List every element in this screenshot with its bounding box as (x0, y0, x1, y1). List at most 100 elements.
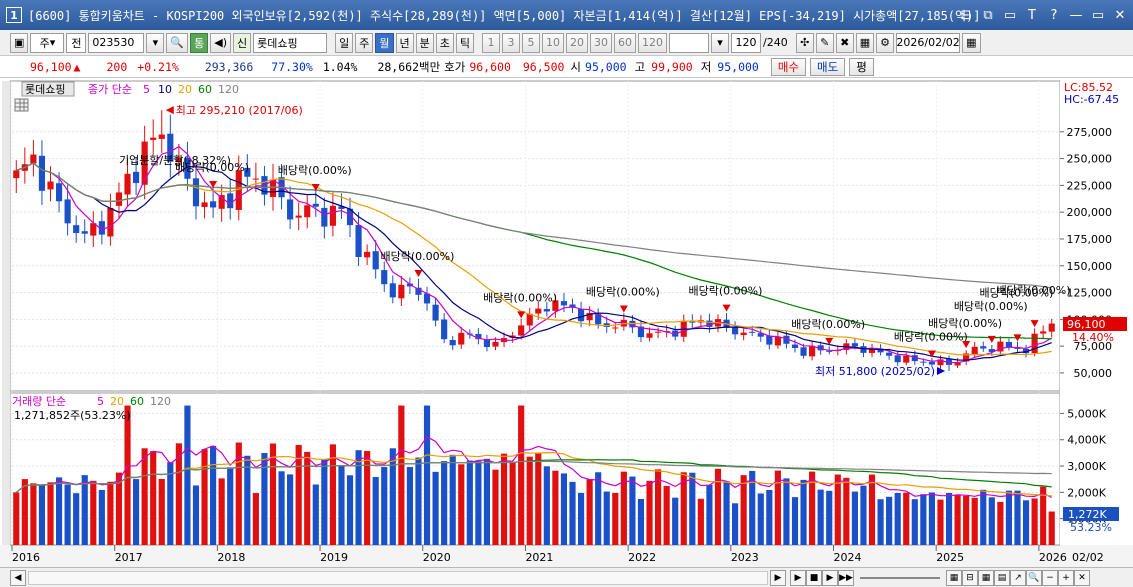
custom-interval-input[interactable] (669, 32, 709, 53)
bottom-scrollbar[interactable]: ◀ ▶ ▶ ■ ▶ ▶▶ ▦ ⊟ ▦ ▤ ↗ 🔍 − + ✕ (0, 567, 1133, 587)
quote-row: 96,100 ▲ 200 +0.21% 293,366 77.30% 1.04%… (0, 56, 1133, 78)
volume-bar (475, 461, 482, 545)
window-icon[interactable]: ▭ (1003, 7, 1017, 23)
ma10-legend[interactable]: 10 (158, 83, 172, 96)
restore-icon[interactable]: ⧉ (983, 7, 993, 23)
tab-week[interactable]: 주 (355, 32, 374, 53)
zoom-slider[interactable] (860, 576, 940, 579)
close-icon[interactable]: ✕ (1114, 7, 1126, 23)
minus-icon[interactable]: − (1042, 569, 1058, 586)
volume-bar (432, 471, 439, 545)
ma5-legend[interactable]: 5 (143, 83, 150, 96)
candle-body (372, 251, 379, 270)
year-label: 2023 (731, 551, 759, 564)
eval-button[interactable]: 평 (849, 57, 874, 76)
period-select[interactable]: 주 ▾ (30, 32, 65, 53)
chart-type-icon[interactable]: ▤ (994, 569, 1010, 586)
arrow-tool-icon[interactable]: ↗ (1010, 569, 1026, 586)
date-picker-icon[interactable]: ▦ (962, 32, 981, 53)
volume-bar (543, 466, 550, 545)
plus-icon[interactable]: + (1058, 569, 1074, 586)
interval-30[interactable]: 30 (590, 32, 612, 53)
window-number[interactable]: 1 (6, 7, 22, 23)
tab-year[interactable]: 년 (395, 32, 414, 53)
volume-bar (560, 473, 568, 545)
dividend-annotation: 배당락(0.00%) (997, 284, 1071, 297)
volume-bar (90, 480, 97, 545)
interval-5[interactable]: 5 (522, 32, 540, 53)
volume-bar (809, 471, 816, 545)
stock-tag-box[interactable] (21, 81, 75, 97)
calendar-icon[interactable]: ▦ (855, 32, 875, 53)
interval-1[interactable]: 1 (482, 32, 500, 53)
help-icon[interactable]: ? (1050, 7, 1058, 23)
tab-minute[interactable]: 분 (415, 32, 434, 53)
font-icon[interactable]: T (1028, 7, 1036, 23)
volume-bar (38, 485, 46, 545)
vma60-legend[interactable]: 60 (130, 395, 144, 408)
tong-button[interactable]: 통 (190, 32, 209, 53)
maximize-icon[interactable]: ▭ (1091, 7, 1105, 23)
crosshair-icon[interactable]: ✣ (795, 32, 814, 53)
sell-button[interactable]: 매도 (810, 57, 846, 76)
vma20-legend[interactable]: 20 (110, 395, 124, 408)
vma120-legend[interactable]: 120 (150, 395, 171, 408)
tab-month[interactable]: 월 (375, 32, 394, 53)
volume-bar (1014, 490, 1021, 545)
search-icon[interactable]: 🔍 (166, 32, 189, 53)
stop-icon[interactable]: ■ (806, 569, 822, 586)
step-forward-icon[interactable]: ▶ (822, 569, 838, 586)
stock-tag[interactable]: 롯데쇼핑 (25, 83, 65, 96)
draw-tool-icon[interactable]: ✎ (815, 32, 834, 53)
count-input[interactable]: 120 (731, 32, 761, 53)
candle-body (1048, 323, 1055, 332)
date-input[interactable]: 2026/02/02 (896, 32, 961, 53)
candle-body (338, 206, 345, 209)
fast-forward-icon[interactable]: ▶▶ (838, 569, 854, 586)
dividend-marker-icon (825, 337, 834, 345)
vma5-legend[interactable]: 5 (97, 395, 104, 408)
close-panel-icon[interactable]: ✕ (1074, 569, 1090, 586)
scroll-right-icon[interactable]: ▶ (770, 569, 786, 586)
interval-60[interactable]: 60 (614, 32, 636, 53)
tab-day[interactable]: 일 (335, 32, 354, 53)
zoom-icon[interactable]: 🔍 (1026, 569, 1042, 586)
interval-20[interactable]: 20 (566, 32, 588, 53)
trade-volume: 293,366 (204, 59, 254, 74)
interval-dropdown-icon[interactable]: ▾ (711, 32, 729, 53)
candle-body (483, 339, 491, 348)
layout-grid-icon[interactable]: ▦ (978, 569, 994, 586)
prev-button[interactable]: 전 (66, 32, 87, 53)
minimize-icon[interactable]: — (1069, 7, 1083, 23)
sound-icon[interactable]: ◀) (210, 32, 231, 53)
volume-bar (663, 485, 670, 545)
interval-120[interactable]: 120 (638, 32, 667, 53)
year-label: 2020 (423, 551, 451, 564)
stock-code-input[interactable]: 023530 (88, 32, 145, 53)
play-icon[interactable]: ▶ (790, 569, 806, 586)
scroll-left-icon[interactable]: ◀ (10, 569, 26, 586)
open-label: 시 (570, 59, 582, 74)
interval-10[interactable]: 10 (542, 32, 564, 53)
volume-legend-title[interactable]: 거래량 단순 (12, 395, 66, 408)
settings-icon[interactable]: ⚙ (876, 32, 895, 53)
shin-button[interactable]: 신 (233, 32, 252, 53)
ma60-legend[interactable]: 60 (198, 83, 212, 96)
candle-body (868, 348, 876, 353)
erase-icon[interactable]: ✖ (835, 32, 854, 53)
ma20-legend[interactable]: 20 (178, 83, 192, 96)
layout-icon[interactable]: ⊟ (960, 7, 972, 23)
table-icon[interactable] (14, 98, 29, 112)
split-icon[interactable]: ⊟ (962, 569, 978, 586)
zoom-tool-icon[interactable]: ▦ (946, 569, 962, 586)
chart-area[interactable]: 최고 295,210 (2017/06) 최저 51,800 (2025/02) 기… (0, 79, 1133, 567)
tab-second[interactable]: 초 (435, 32, 454, 53)
tab-tick[interactable]: 틱 (455, 32, 474, 53)
scroll-track[interactable] (28, 570, 768, 585)
price-legend-title[interactable]: 종가 단순 (88, 83, 132, 96)
code-dropdown-icon[interactable]: ▾ (146, 32, 165, 53)
interval-3[interactable]: 3 (502, 32, 520, 53)
ma120-legend[interactable]: 120 (218, 83, 239, 96)
chart-setting-icon[interactable]: ▣ (10, 32, 29, 53)
buy-button[interactable]: 매수 (770, 57, 807, 76)
